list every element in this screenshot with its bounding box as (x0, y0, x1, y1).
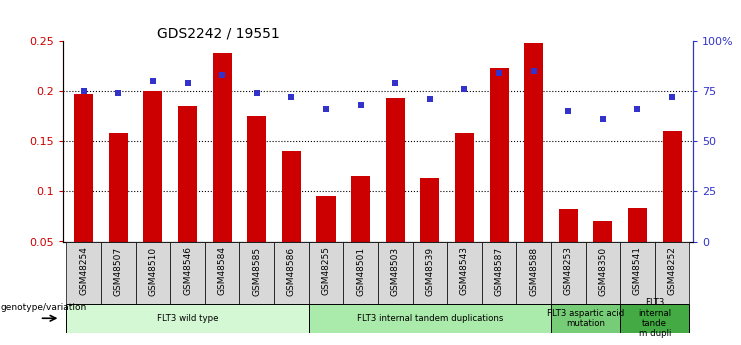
Bar (447, 241, 482, 304)
Text: GSM48253: GSM48253 (564, 246, 573, 295)
Text: FLT3
internal
tande
m dupli: FLT3 internal tande m dupli (638, 298, 671, 338)
Bar (343, 241, 378, 304)
Bar (490, 68, 508, 242)
Text: FLT3 wild type: FLT3 wild type (157, 314, 219, 323)
Text: GSM48587: GSM48587 (494, 246, 504, 296)
Bar (316, 196, 336, 241)
Bar (655, 241, 689, 304)
Bar (628, 208, 647, 242)
Bar (213, 53, 232, 241)
Text: FLT3 internal tandem duplications: FLT3 internal tandem duplications (356, 314, 503, 323)
Bar (282, 151, 301, 242)
Bar (413, 241, 447, 304)
Bar (274, 241, 309, 304)
Text: GSM48585: GSM48585 (252, 246, 262, 296)
Bar (309, 241, 343, 304)
Text: GSM48543: GSM48543 (460, 246, 469, 295)
Text: GSM48586: GSM48586 (287, 246, 296, 296)
Bar (67, 304, 309, 333)
Text: GSM48546: GSM48546 (183, 246, 192, 295)
Bar (378, 241, 413, 304)
Bar (559, 209, 578, 242)
Bar (170, 241, 205, 304)
Text: GSM48503: GSM48503 (391, 246, 399, 296)
Bar (516, 241, 551, 304)
Text: GSM48255: GSM48255 (322, 246, 330, 295)
Bar (524, 43, 543, 241)
Bar (67, 241, 101, 304)
Bar (178, 106, 197, 242)
Bar (136, 241, 170, 304)
Bar (144, 91, 162, 242)
Bar (662, 131, 682, 241)
Bar (109, 134, 128, 242)
Bar (309, 304, 551, 333)
Bar (247, 117, 266, 242)
Text: GSM48507: GSM48507 (114, 246, 123, 296)
Text: GSM48510: GSM48510 (148, 246, 158, 296)
Bar (351, 176, 370, 242)
Bar (551, 304, 620, 333)
Text: GDS2242 / 19551: GDS2242 / 19551 (157, 26, 280, 40)
Text: GSM48541: GSM48541 (633, 246, 642, 295)
Text: GSM48588: GSM48588 (529, 246, 538, 296)
Text: GSM48539: GSM48539 (425, 246, 434, 296)
Bar (585, 241, 620, 304)
Bar (420, 178, 439, 242)
Bar (620, 241, 655, 304)
Bar (455, 134, 474, 242)
Text: GSM48350: GSM48350 (598, 246, 608, 296)
Bar (205, 241, 239, 304)
Text: GSM48254: GSM48254 (79, 246, 88, 295)
Bar (482, 241, 516, 304)
Bar (620, 304, 689, 333)
Text: FLT3 aspartic acid
mutation: FLT3 aspartic acid mutation (547, 308, 624, 328)
Text: genotype/variation: genotype/variation (1, 303, 87, 313)
Bar (239, 241, 274, 304)
Text: GSM48501: GSM48501 (356, 246, 365, 296)
Text: GSM48584: GSM48584 (218, 246, 227, 295)
Bar (74, 95, 93, 241)
Bar (594, 221, 612, 242)
Bar (386, 98, 405, 241)
Text: GSM48252: GSM48252 (668, 246, 677, 295)
Bar (101, 241, 136, 304)
Bar (551, 241, 585, 304)
